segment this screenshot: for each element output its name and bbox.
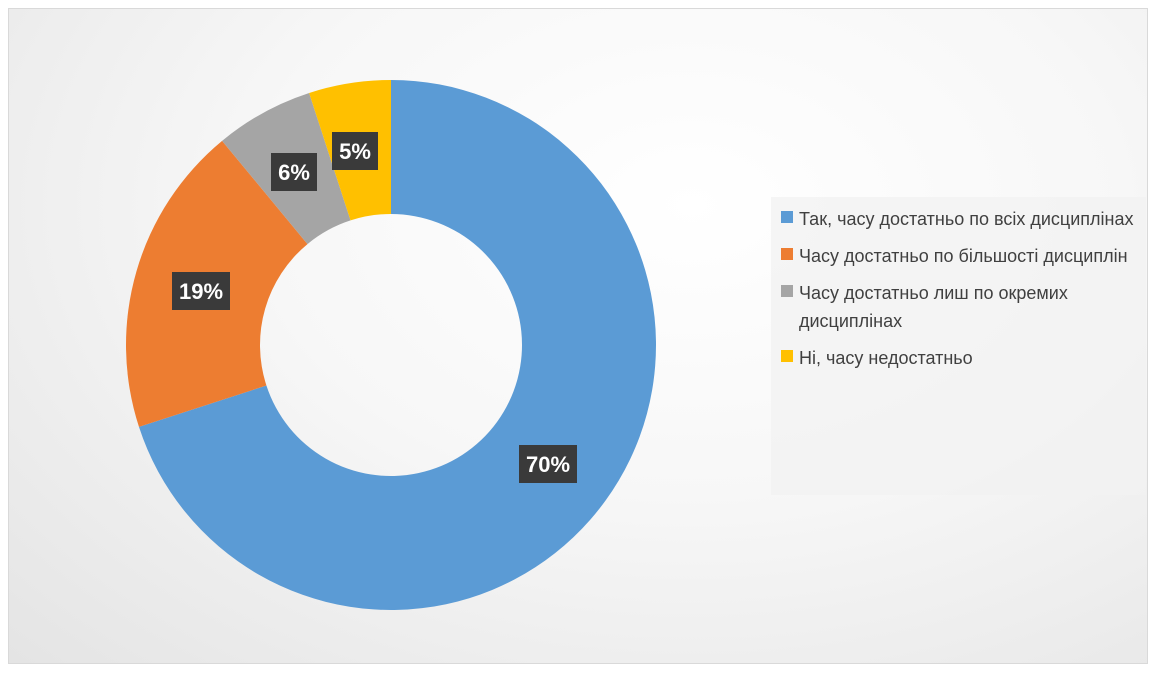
data-label-box: [172, 272, 230, 310]
data-label-text: 5%: [339, 139, 371, 164]
legend-item-not-enough: Ні, часу недостатньо: [781, 344, 1142, 372]
chart-area: 70% 19% 6% 5% Так, часу достатньо по всіх д…: [8, 8, 1148, 664]
legend-item-some-disciplines: Часу достатньо лиш по окремих дисципліна…: [781, 279, 1142, 335]
data-label-box: [519, 445, 577, 483]
data-label-text: 6%: [278, 160, 310, 185]
data-label-box: [271, 153, 317, 191]
legend-swatch: [781, 248, 793, 260]
data-label-box: [332, 132, 378, 170]
data-label-text: 70%: [526, 452, 570, 477]
legend-label: Часу достатньо лиш по окремих дисципліна…: [799, 283, 1068, 331]
legend-swatch: [781, 211, 793, 223]
data-label-some-disciplines: 6%: [271, 153, 317, 191]
data-label-not-enough: 5%: [332, 132, 378, 170]
data-label-text: 19%: [179, 279, 223, 304]
legend-swatch: [781, 350, 793, 362]
legend-item-most-disciplines: Часу достатньо по більшості дисциплін: [781, 242, 1142, 270]
data-label-all-disciplines: 70%: [519, 445, 577, 483]
legend-label: Ні, часу недостатньо: [799, 348, 973, 368]
legend: Так, часу достатньо по всіх дисциплінах Ч…: [771, 197, 1146, 495]
donut-chart: 70% 19% 6% 5%: [125, 80, 656, 610]
legend-item-all-disciplines: Так, часу достатньо по всіх дисциплінах: [781, 205, 1142, 233]
legend-label: Так, часу достатньо по всіх дисциплінах: [799, 209, 1134, 229]
legend-swatch: [781, 285, 793, 297]
data-label-most-disciplines: 19%: [172, 272, 230, 310]
legend-label: Часу достатньо по більшості дисциплін: [799, 246, 1128, 266]
